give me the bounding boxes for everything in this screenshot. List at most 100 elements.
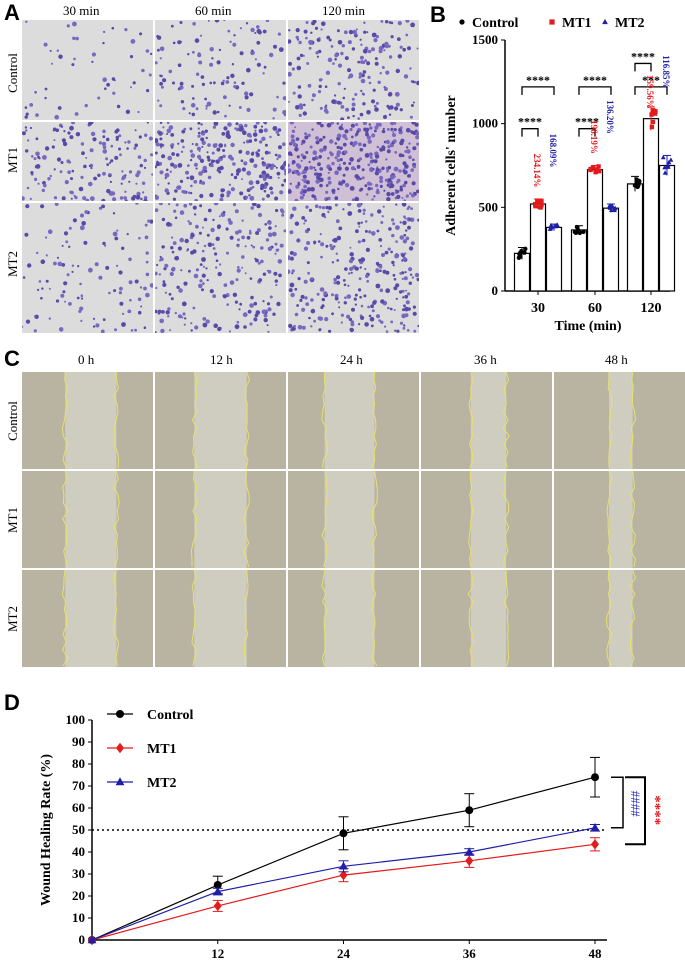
stained-cell bbox=[329, 243, 333, 248]
stained-cell bbox=[80, 175, 84, 179]
adhesion-micrograph bbox=[155, 20, 286, 120]
stained-cell bbox=[386, 191, 391, 197]
stained-cell bbox=[329, 123, 332, 126]
stained-cell bbox=[290, 134, 295, 139]
stained-cell bbox=[22, 325, 24, 328]
wound-micrograph bbox=[421, 372, 552, 469]
stained-cell bbox=[257, 261, 261, 265]
stained-cell bbox=[296, 169, 299, 173]
wound-gap bbox=[470, 471, 507, 568]
mt2-percent-label: 116.85% bbox=[661, 55, 671, 88]
stained-cell bbox=[40, 204, 45, 209]
data-point bbox=[213, 881, 222, 889]
stained-cell bbox=[364, 267, 367, 271]
stained-cell bbox=[106, 163, 110, 166]
stained-cell bbox=[127, 140, 131, 144]
stained-cell bbox=[177, 314, 182, 319]
stained-cell bbox=[222, 149, 226, 152]
stained-cell bbox=[320, 255, 323, 259]
stained-cell bbox=[380, 299, 385, 304]
stained-cell bbox=[25, 112, 29, 116]
stained-cell bbox=[369, 316, 375, 322]
wound-edge-line bbox=[371, 372, 377, 469]
stained-cell bbox=[53, 168, 56, 171]
stained-cell bbox=[222, 154, 226, 158]
stained-cell bbox=[75, 36, 79, 41]
stained-cell bbox=[51, 62, 54, 65]
stained-cell bbox=[382, 205, 385, 208]
stained-cell bbox=[178, 288, 183, 293]
stained-cell bbox=[47, 177, 51, 181]
stained-cell bbox=[319, 287, 325, 292]
stained-cell bbox=[354, 93, 358, 96]
stained-cell bbox=[347, 40, 352, 45]
data-point bbox=[339, 829, 348, 838]
stained-cell bbox=[171, 152, 175, 156]
stained-cell bbox=[158, 259, 162, 262]
stained-cell bbox=[283, 112, 286, 117]
stained-cell bbox=[209, 62, 214, 67]
stained-cell bbox=[218, 143, 223, 148]
stained-cell bbox=[189, 175, 195, 181]
stained-cell bbox=[60, 293, 65, 298]
stained-cell bbox=[241, 167, 246, 172]
panel-a-column-label: 60 min bbox=[195, 3, 232, 18]
data-point bbox=[593, 169, 598, 175]
stained-cell bbox=[191, 143, 194, 145]
stained-cell bbox=[68, 226, 72, 230]
stained-cell bbox=[304, 296, 308, 300]
stained-cell bbox=[207, 242, 213, 247]
stained-cell bbox=[229, 40, 232, 43]
stained-cell bbox=[195, 107, 199, 111]
stained-cell bbox=[144, 223, 148, 227]
stained-cell bbox=[58, 327, 64, 332]
stained-cell bbox=[254, 129, 257, 132]
stained-cell bbox=[354, 32, 358, 36]
y-tick-label: 0 bbox=[492, 283, 499, 298]
stained-cell bbox=[283, 178, 286, 183]
stained-cell bbox=[244, 95, 249, 100]
stained-cell bbox=[240, 125, 244, 130]
stained-cell bbox=[291, 160, 296, 164]
stained-cell bbox=[261, 161, 265, 165]
stained-cell bbox=[315, 136, 319, 140]
x-axis-label: Time (min) bbox=[554, 319, 621, 334]
stained-cell bbox=[414, 272, 419, 278]
data-point bbox=[652, 111, 658, 116]
stained-cell bbox=[235, 122, 239, 126]
stained-cell bbox=[130, 329, 134, 332]
stained-cell bbox=[320, 242, 325, 247]
stained-cell bbox=[373, 195, 376, 198]
stained-cell bbox=[403, 74, 409, 79]
stained-cell bbox=[310, 277, 314, 281]
stained-cell bbox=[288, 163, 290, 168]
stained-cell bbox=[186, 248, 190, 251]
stained-cell bbox=[302, 111, 307, 116]
stained-cell bbox=[371, 198, 374, 201]
stained-cell bbox=[349, 246, 352, 249]
stained-cell bbox=[172, 197, 176, 201]
stained-cell bbox=[119, 196, 124, 200]
stained-cell bbox=[375, 314, 381, 319]
y-tick-label: 1500 bbox=[472, 32, 498, 47]
stained-cell bbox=[357, 166, 360, 169]
stained-cell bbox=[396, 329, 400, 333]
stained-cell bbox=[80, 142, 85, 146]
stained-cell bbox=[358, 225, 361, 228]
stained-cell bbox=[372, 88, 376, 92]
stained-cell bbox=[374, 129, 377, 133]
stained-cell bbox=[47, 229, 53, 234]
stained-cell bbox=[76, 296, 80, 300]
stained-cell bbox=[187, 220, 190, 223]
stained-cell bbox=[298, 40, 302, 45]
stained-cell bbox=[242, 130, 247, 136]
significance-bracket bbox=[625, 776, 646, 846]
stained-cell bbox=[201, 257, 206, 262]
stained-cell bbox=[272, 126, 278, 131]
stained-cell bbox=[333, 277, 337, 282]
stained-cell bbox=[404, 150, 408, 153]
stained-cell bbox=[314, 168, 317, 172]
stained-cell bbox=[393, 277, 397, 281]
stained-cell bbox=[407, 225, 411, 230]
wound-edges bbox=[321, 570, 378, 667]
